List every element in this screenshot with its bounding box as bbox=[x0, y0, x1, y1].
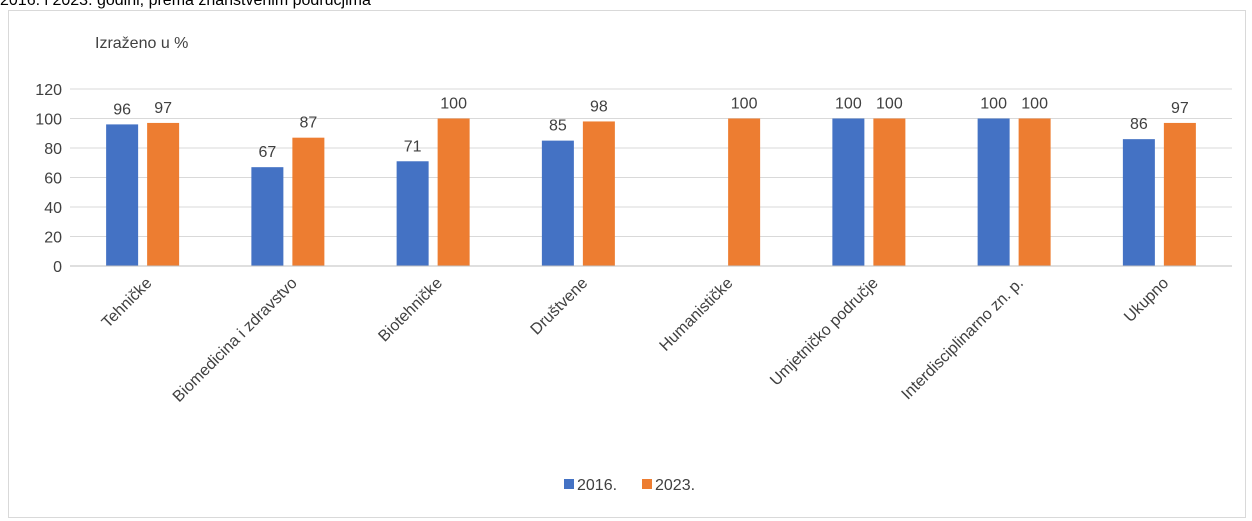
legend-swatch bbox=[642, 479, 652, 489]
x-tick-label: Biotehničke bbox=[375, 275, 446, 346]
bar bbox=[1163, 122, 1196, 266]
bar bbox=[251, 167, 284, 266]
legend-label: 2023. bbox=[655, 477, 695, 494]
data-label: 67 bbox=[258, 144, 276, 161]
bar bbox=[396, 161, 429, 266]
data-label: 100 bbox=[876, 96, 903, 113]
bar bbox=[873, 118, 906, 266]
bar bbox=[147, 122, 180, 266]
y-tick-label: 40 bbox=[44, 200, 62, 217]
bar bbox=[541, 140, 574, 266]
data-label: 100 bbox=[731, 96, 758, 113]
bar bbox=[977, 118, 1010, 266]
data-label: 100 bbox=[980, 96, 1007, 113]
data-label: 96 bbox=[113, 101, 131, 118]
y-tick-label: 60 bbox=[44, 171, 62, 188]
bar bbox=[1122, 139, 1155, 266]
x-tick-label: Ukupno bbox=[1121, 275, 1172, 326]
y-tick-label: 80 bbox=[44, 141, 62, 158]
legend-swatch bbox=[564, 479, 574, 489]
x-tick-label: Društvene bbox=[528, 275, 592, 339]
legend-label: 2016. bbox=[577, 477, 617, 494]
bar bbox=[106, 124, 139, 267]
y-tick-label: 100 bbox=[35, 112, 62, 129]
bar bbox=[832, 118, 865, 266]
data-label: 85 bbox=[549, 118, 567, 135]
data-label: 100 bbox=[835, 96, 862, 113]
x-tick-label: Umjetničko područje bbox=[767, 275, 882, 390]
bar bbox=[582, 121, 615, 266]
bar bbox=[1018, 118, 1051, 266]
x-tick-label: Interdisciplinarno zn. p. bbox=[899, 275, 1027, 403]
y-tick-label: 20 bbox=[44, 230, 62, 247]
x-tick-label: Tehničke bbox=[99, 275, 156, 332]
data-label: 71 bbox=[404, 138, 422, 155]
bar bbox=[728, 118, 761, 266]
data-label: 97 bbox=[154, 100, 172, 117]
bar bbox=[437, 118, 470, 266]
data-label: 97 bbox=[1171, 100, 1189, 117]
page-title: 2016. i 2023. godini, prema znanstvenim … bbox=[0, 0, 371, 9]
x-tick-label: Humanističke bbox=[657, 275, 737, 355]
y-tick-label: 0 bbox=[53, 259, 62, 276]
y-axis-label: Izraženo u % bbox=[95, 35, 188, 52]
data-label: 87 bbox=[299, 115, 317, 132]
bar bbox=[292, 137, 325, 266]
y-tick-label: 120 bbox=[35, 82, 62, 99]
data-label: 98 bbox=[590, 98, 608, 115]
data-label: 100 bbox=[1021, 96, 1048, 113]
data-label: 100 bbox=[440, 96, 467, 113]
data-label: 86 bbox=[1130, 116, 1148, 133]
x-tick-label: Biomedicina i zdravstvo bbox=[170, 275, 301, 406]
